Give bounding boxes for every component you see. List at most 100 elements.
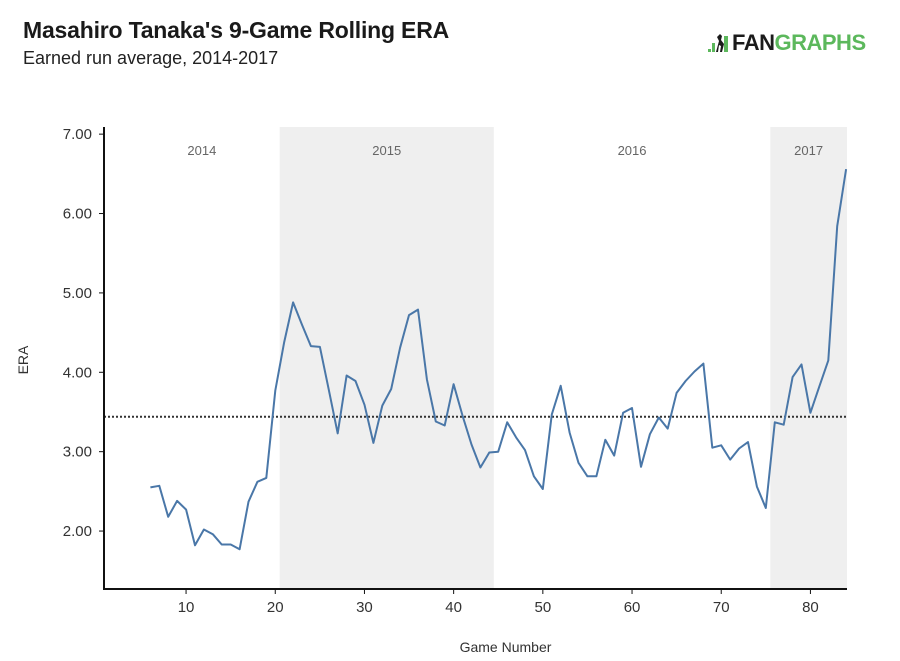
- y-tick-label: 6.00: [63, 206, 92, 223]
- data-point: [567, 430, 572, 435]
- data-point: [362, 402, 367, 407]
- data-point: [719, 443, 724, 448]
- year-label-2017: 2017: [794, 143, 823, 158]
- data-point: [442, 423, 447, 428]
- data-point: [496, 449, 501, 454]
- data-point: [844, 167, 849, 172]
- y-tick-label: 5.00: [63, 285, 92, 302]
- data-point: [638, 464, 643, 469]
- data-point: [282, 340, 287, 345]
- data-point: [237, 547, 242, 552]
- data-point: [612, 453, 617, 458]
- data-point: [790, 375, 795, 380]
- data-point: [558, 383, 563, 388]
- data-point: [407, 313, 412, 318]
- data-point: [674, 390, 679, 395]
- data-point: [389, 386, 394, 391]
- logo-text-fan: FAN: [732, 30, 775, 55]
- data-point: [460, 413, 465, 418]
- x-tick-label: 50: [534, 599, 551, 616]
- data-point: [300, 322, 305, 327]
- labels-group: 2014 2015 2016 2017 2.00 3.00 4.00 5.00 6.00 7.00…: [15, 126, 823, 655]
- data-point: [246, 499, 251, 504]
- x-tick-label: 30: [356, 599, 373, 616]
- data-point: [255, 479, 260, 484]
- logo-text-graphs: GRAPHS: [774, 30, 867, 55]
- data-point: [630, 406, 635, 411]
- data-point: [380, 403, 385, 408]
- data-point: [148, 485, 153, 490]
- data-point: [184, 507, 189, 512]
- data-point: [308, 344, 313, 349]
- x-axis-title: Game Number: [460, 639, 552, 655]
- data-point: [576, 460, 581, 465]
- data-point: [692, 369, 697, 374]
- data-point: [398, 345, 403, 350]
- data-point: [523, 448, 528, 453]
- data-point: [835, 224, 840, 229]
- data-point: [763, 506, 768, 511]
- data-point: [201, 527, 206, 532]
- y-tick-label: 4.00: [63, 364, 92, 381]
- data-point: [665, 426, 670, 431]
- data-point: [826, 358, 831, 363]
- data-point: [621, 410, 626, 415]
- x-tick-label: 60: [624, 599, 641, 616]
- data-point: [192, 543, 197, 548]
- data-point: [514, 435, 519, 440]
- data-point: [433, 419, 438, 424]
- data-point: [728, 457, 733, 462]
- data-point: [781, 422, 786, 427]
- data-point: [335, 431, 340, 436]
- year-label-2016: 2016: [618, 143, 647, 158]
- data-point: [166, 514, 171, 519]
- data-point: [745, 440, 750, 445]
- data-point: [754, 484, 759, 489]
- data-point: [344, 373, 349, 378]
- data-point: [710, 445, 715, 450]
- data-point: [549, 412, 554, 417]
- data-point: [210, 532, 215, 537]
- year-label-2015: 2015: [372, 143, 401, 158]
- x-tick-label: 20: [267, 599, 284, 616]
- x-tick-label: 70: [713, 599, 730, 616]
- data-point: [647, 432, 652, 437]
- data-point: [603, 437, 608, 442]
- data-point: [478, 465, 483, 470]
- data-point: [799, 362, 804, 367]
- data-point: [505, 420, 510, 425]
- fangraphs-logo: FAN GRAPHS: [708, 30, 866, 56]
- data-point: [353, 379, 358, 384]
- data-point: [594, 474, 599, 479]
- data-point: [291, 300, 296, 305]
- data-point: [701, 361, 706, 366]
- data-point: [317, 344, 322, 349]
- data-point: [585, 474, 590, 479]
- data-point: [415, 307, 420, 312]
- y-tick-label: 3.00: [63, 444, 92, 461]
- data-point: [772, 420, 777, 425]
- y-tick-label: 7.00: [63, 126, 92, 143]
- axes-group: [99, 127, 847, 594]
- y-tick-label: 2.00: [63, 523, 92, 540]
- data-point: [656, 415, 661, 420]
- data-point: [451, 382, 456, 387]
- year-bands: [279, 127, 847, 589]
- data-point: [540, 486, 545, 491]
- data-point: [175, 498, 180, 503]
- series-group: [148, 167, 849, 552]
- data-point: [737, 446, 742, 451]
- series-line-era: [150, 168, 848, 551]
- data-point: [157, 483, 162, 488]
- chart-subtitle: Earned run average, 2014-2017: [23, 48, 279, 68]
- data-point: [371, 440, 376, 445]
- x-tick-label: 10: [178, 599, 195, 616]
- data-point: [469, 442, 474, 447]
- data-point: [273, 388, 278, 393]
- data-point: [683, 379, 688, 384]
- data-point: [424, 377, 429, 382]
- batter-silhouette-icon: [708, 32, 730, 54]
- x-tick-label: 40: [445, 599, 462, 616]
- data-point: [264, 475, 269, 480]
